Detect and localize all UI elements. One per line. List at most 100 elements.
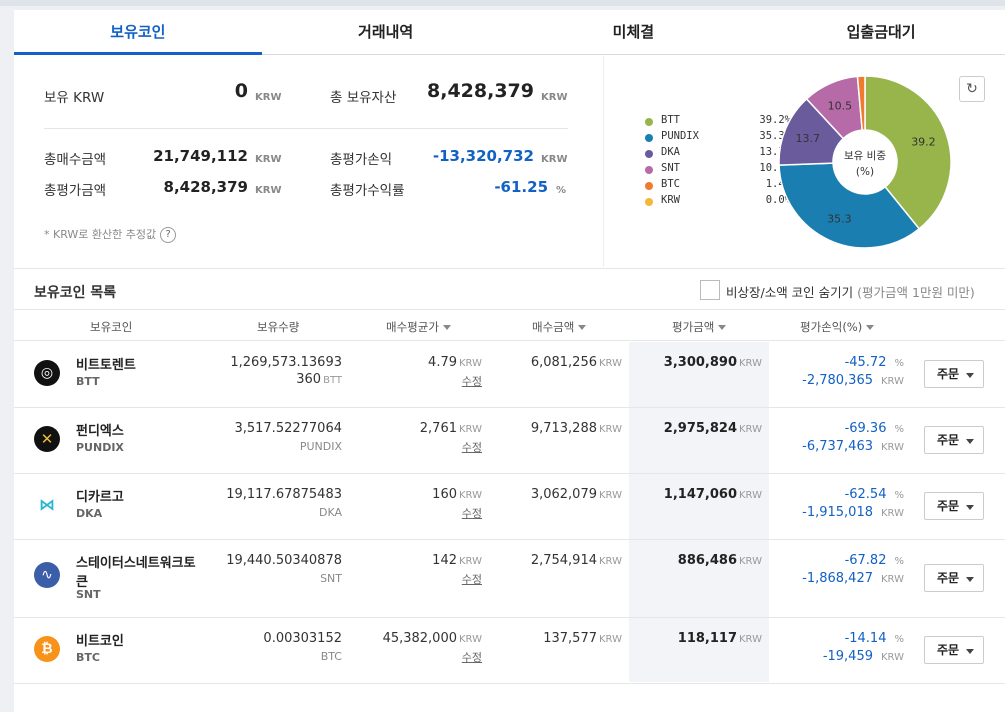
coin-name: 디카르고 xyxy=(76,490,124,505)
legend-dot xyxy=(645,150,653,158)
edit-avg-price-link[interactable]: 수정 xyxy=(461,441,482,454)
hide-small-coins-label[interactable]: 비상장/소액 코인 숨기기 (평가금액 1만원 미만) xyxy=(726,282,975,301)
holdings-list-header: 보유코인 목록 비상장/소액 코인 숨기기 (평가금액 1만원 미만) xyxy=(14,268,1005,310)
eval-amount-value: 3,300,890 xyxy=(663,355,737,370)
eval-amount-unit: KRW xyxy=(739,634,762,645)
edit-avg-price-link[interactable]: 수정 xyxy=(461,573,482,586)
dka-coin-icon: ⋈ xyxy=(34,492,60,518)
qty-unit: PUNDIX xyxy=(299,440,342,453)
help-icon[interactable]: ? xyxy=(160,227,177,243)
pl-amount-value: -1,915,018 xyxy=(802,505,873,520)
eval-amount: 1,147,060 KRW xyxy=(634,487,762,502)
hide-small-coins-checkbox[interactable] xyxy=(700,280,720,300)
avg-price: 160 KRW xyxy=(354,487,482,502)
hide-label-sub: (평가금액 1만원 미만) xyxy=(857,285,975,300)
legend-name: DKA xyxy=(661,146,680,158)
pl-percent-unit: % xyxy=(894,556,904,567)
total-buy-value: 21,749,112 xyxy=(153,147,248,165)
order-button-label: 주문 xyxy=(937,433,960,447)
eval-amount: 2,975,824 KRW xyxy=(634,421,762,436)
avg-price-value: 4.79 xyxy=(428,355,457,370)
sort-caret-icon xyxy=(578,325,587,330)
buy-amount-value: 2,754,914 xyxy=(530,553,597,568)
avg-price: 4.79 KRW xyxy=(354,355,482,370)
snt-coin-icon: ∿ xyxy=(34,562,60,588)
col-eval-amount[interactable]: 평가금액 xyxy=(672,319,727,335)
pl-amount: -19,459 KRW xyxy=(774,649,904,664)
tab-holdings[interactable]: 보유코인 xyxy=(14,10,262,55)
legend-name: KRW xyxy=(661,194,680,206)
coin-name-line-2: 큰 xyxy=(76,575,88,590)
col-coin: 보유코인 xyxy=(90,320,133,334)
eval-amount-value: 2,975,824 xyxy=(663,421,737,436)
legend-pct: 39.2% xyxy=(759,114,791,126)
total-pl-label: 총평가손익 xyxy=(330,152,393,168)
total-rate-unit: % xyxy=(556,185,567,196)
order-button[interactable]: 주문 xyxy=(924,360,984,388)
sort-caret-icon xyxy=(718,325,727,330)
table-row: ✕ 펀디엑스 PUNDIX 3,517.52277064 PUNDIX 2,761 KRW 수… xyxy=(14,408,1005,474)
avg-price-unit: KRW xyxy=(459,490,482,501)
avg-price: 45,382,000 KRW xyxy=(354,631,482,646)
pl-amount-unit: KRW xyxy=(881,508,904,519)
btt-coin-icon: ◎ xyxy=(34,360,60,386)
buy-amount-value: 137,577 xyxy=(543,631,597,646)
order-button-label: 주문 xyxy=(937,499,960,513)
coin-name-line-1: 스테이터스네트워크토 xyxy=(76,556,196,571)
order-button[interactable]: 주문 xyxy=(924,492,984,520)
avg-price-value: 2,761 xyxy=(419,421,457,436)
total-buy-label: 총매수금액 xyxy=(44,152,107,168)
col-buy-amount[interactable]: 매수금액 xyxy=(532,319,587,335)
pl-percent-value: -45.72 xyxy=(844,355,887,370)
edit-avg-price-link[interactable]: 수정 xyxy=(461,651,482,664)
coin-symbol: BTT xyxy=(76,375,100,388)
tab-unfilled[interactable]: 미체결 xyxy=(612,23,655,41)
holdings-list-title: 보유코인 목록 xyxy=(34,285,117,301)
eval-amount-value: 118,117 xyxy=(677,631,737,646)
edit-avg-price-link[interactable]: 수정 xyxy=(461,507,482,520)
order-button[interactable]: 주문 xyxy=(924,426,984,454)
col-pl[interactable]: 평가손익(%) xyxy=(800,319,875,335)
table-row: ∿ 스테이터스네트워크토 큰 SNT 19,440.50340878 SNT 142 KRW 수… xyxy=(14,540,1005,618)
buy-amount: 9,713,288 KRW xyxy=(494,421,622,436)
holding-krw-value: 0 xyxy=(234,80,248,102)
total-rate-value: -61.25 xyxy=(494,178,548,196)
col-buy-amount-label: 매수금액 xyxy=(532,320,575,334)
tab-deposit-withdraw[interactable]: 입출금대기 xyxy=(846,23,916,41)
coin-symbol: PUNDIX xyxy=(76,441,124,454)
order-button[interactable]: 주문 xyxy=(924,636,984,664)
pl-amount-unit: KRW xyxy=(881,376,904,387)
hide-label-text: 비상장/소액 코인 숨기기 xyxy=(726,285,854,300)
pie-center-label: (%) xyxy=(856,166,874,178)
pl-amount: -1,868,427 KRW xyxy=(774,571,904,586)
legend-dot xyxy=(645,182,653,190)
buy-amount: 2,754,914 KRW xyxy=(494,553,622,568)
order-button-label: 주문 xyxy=(937,571,960,585)
avg-price-value: 45,382,000 xyxy=(382,631,457,646)
refresh-icon[interactable]: ↻ xyxy=(959,76,985,102)
order-button[interactable]: 주문 xyxy=(924,564,984,592)
holding-qty: 1,269,573.13693 xyxy=(230,355,342,370)
buy-amount: 137,577 KRW xyxy=(494,631,622,646)
tab-history[interactable]: 거래내역 xyxy=(358,23,414,41)
total-pl-unit: KRW xyxy=(541,154,568,165)
eval-amount-unit: KRW xyxy=(739,490,762,501)
pl-percent-value: -62.54 xyxy=(844,487,887,502)
eval-amount-value: 886,486 xyxy=(677,553,737,568)
chevron-down-icon xyxy=(966,373,974,378)
eval-amount-unit: KRW xyxy=(739,424,762,435)
avg-price-unit: KRW xyxy=(459,424,482,435)
pie-center-label: 보유 비중 xyxy=(844,150,886,162)
total-rate-label: 총평가수익률 xyxy=(330,183,405,199)
chevron-down-icon xyxy=(966,649,974,654)
pl-amount-value: -2,780,365 xyxy=(802,373,873,388)
edit-avg-price-link[interactable]: 수정 xyxy=(461,375,482,388)
sort-caret-icon xyxy=(866,325,875,330)
buy-amount-unit: KRW xyxy=(599,358,622,369)
coin-name: 펀디엑스 xyxy=(76,424,124,439)
col-avg-price[interactable]: 매수평균가 xyxy=(386,319,451,335)
pl-percent-value: -67.82 xyxy=(844,553,887,568)
pl-amount: -2,780,365 KRW xyxy=(774,373,904,388)
buy-amount-unit: KRW xyxy=(599,556,622,567)
qty-unit: SNT xyxy=(320,572,342,585)
